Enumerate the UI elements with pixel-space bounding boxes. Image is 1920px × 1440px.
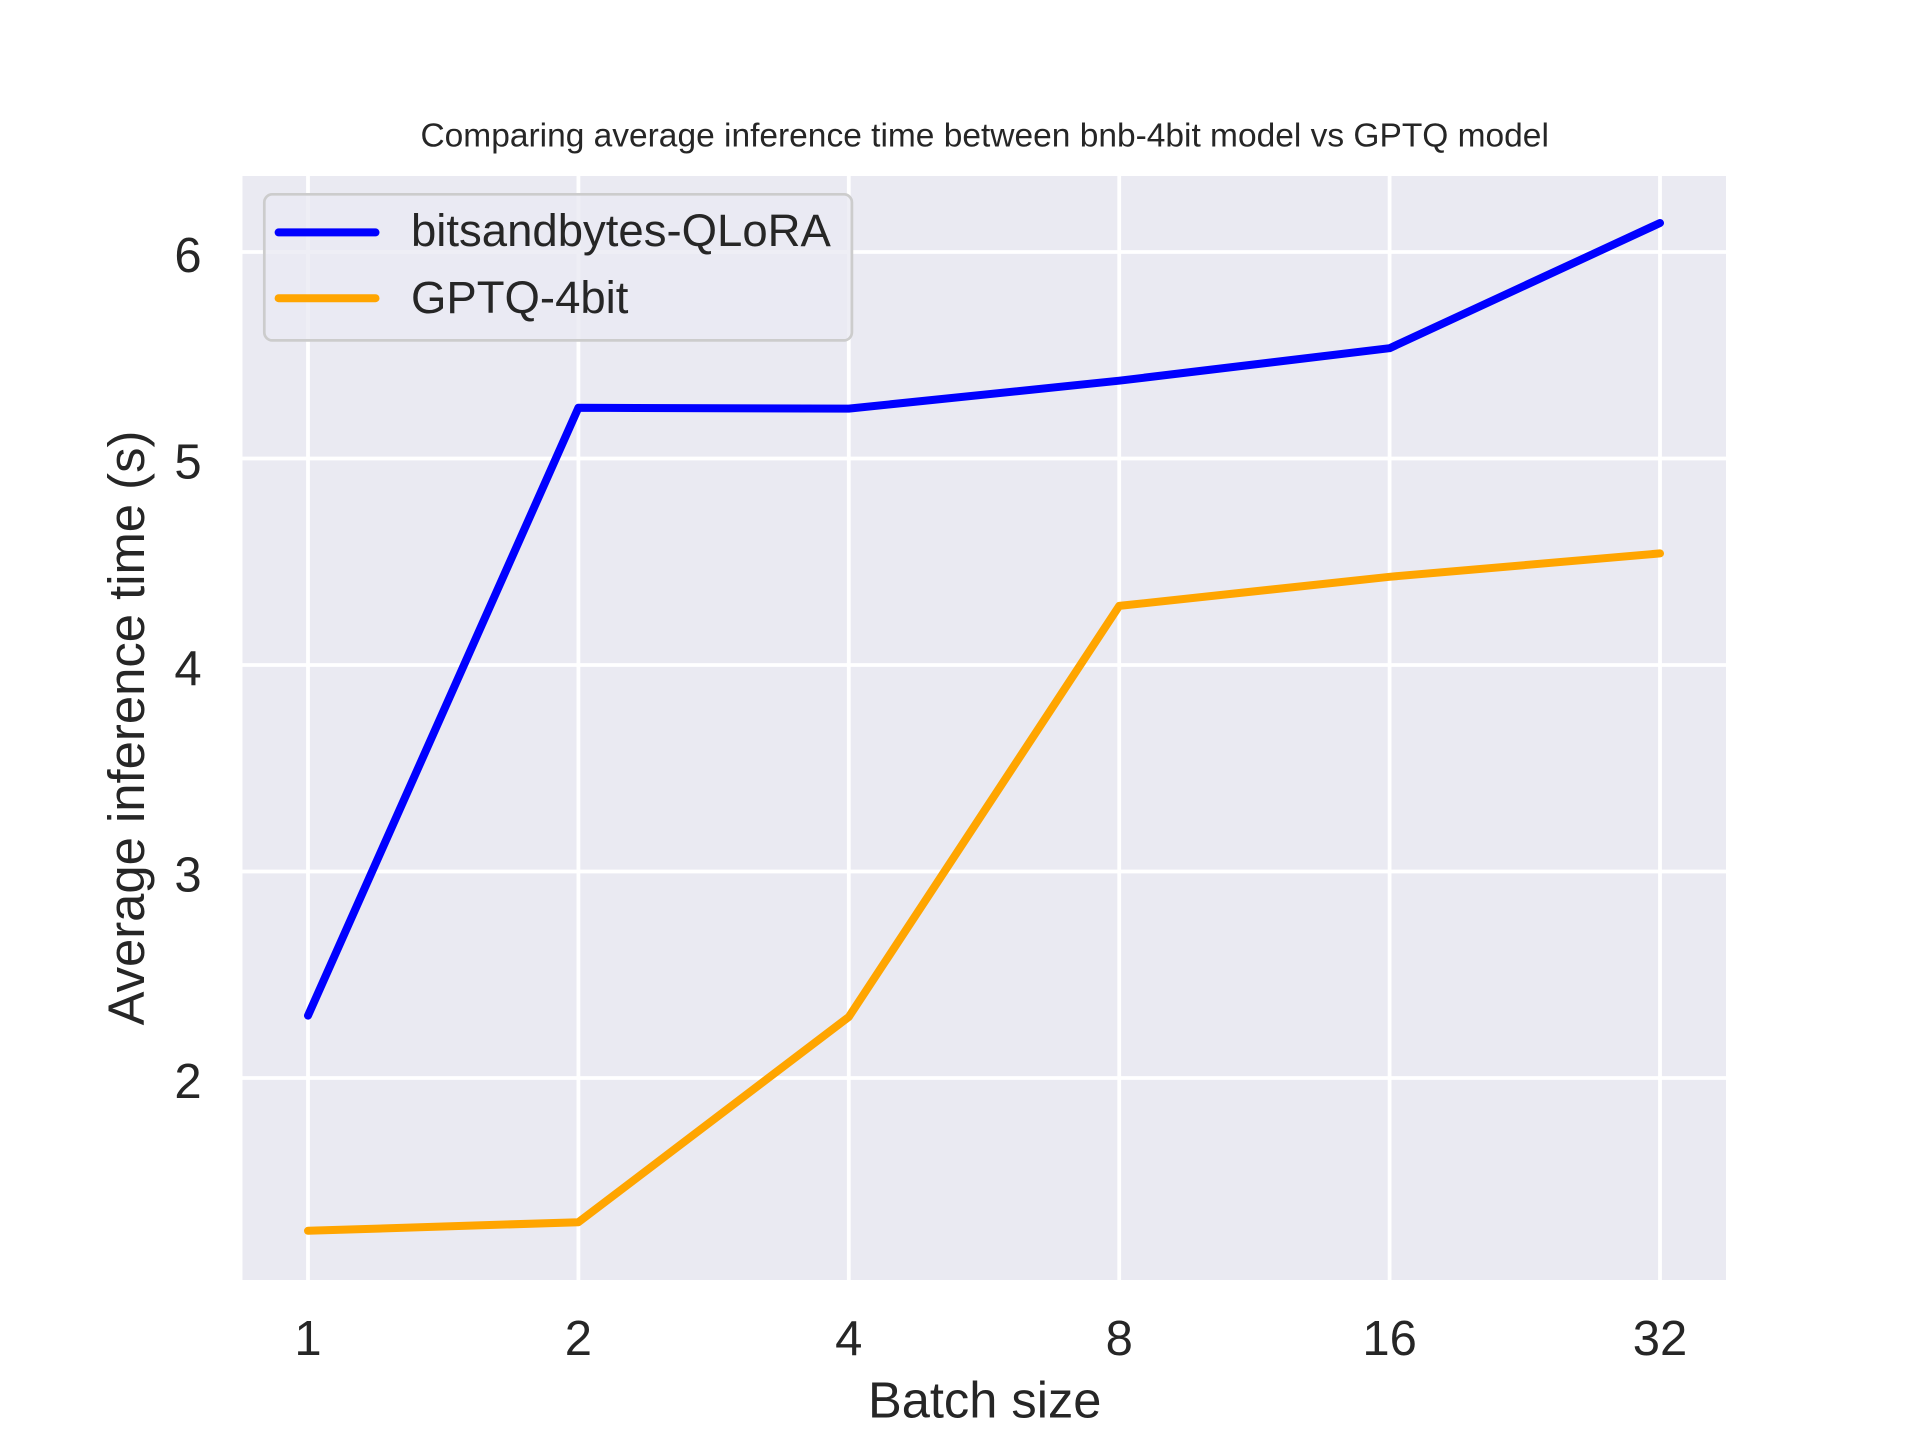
svg-text:3: 3 bbox=[174, 848, 201, 902]
svg-text:bitsandbytes-QLoRA: bitsandbytes-QLoRA bbox=[411, 205, 831, 256]
svg-text:2: 2 bbox=[174, 1055, 201, 1109]
svg-text:4: 4 bbox=[174, 642, 201, 696]
svg-text:4: 4 bbox=[835, 1312, 862, 1366]
svg-text:Comparing average inference ti: Comparing average inference time between… bbox=[420, 117, 1548, 154]
svg-text:8: 8 bbox=[1106, 1312, 1133, 1366]
svg-text:GPTQ-4bit: GPTQ-4bit bbox=[411, 272, 629, 323]
svg-text:16: 16 bbox=[1362, 1312, 1417, 1366]
svg-text:32: 32 bbox=[1633, 1312, 1688, 1366]
svg-text:2: 2 bbox=[565, 1312, 592, 1366]
svg-text:5: 5 bbox=[174, 435, 201, 489]
svg-text:Batch size: Batch size bbox=[868, 1372, 1101, 1429]
svg-text:6: 6 bbox=[174, 229, 201, 283]
svg-text:Average inference time (s): Average inference time (s) bbox=[98, 431, 155, 1026]
svg-text:1: 1 bbox=[294, 1312, 321, 1366]
